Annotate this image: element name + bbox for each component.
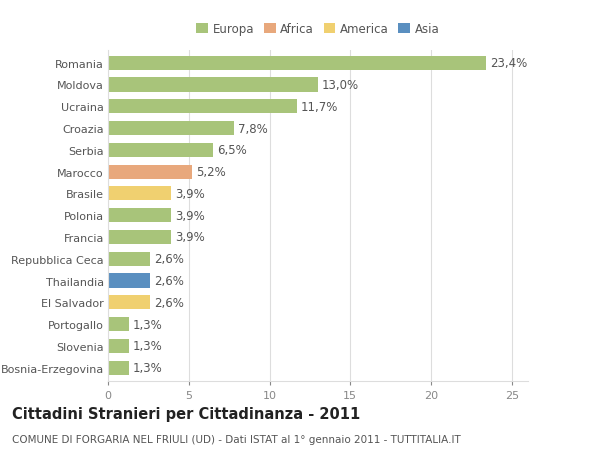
Bar: [108, 143, 213, 157]
Text: 5,2%: 5,2%: [196, 166, 226, 179]
Text: 2,6%: 2,6%: [154, 274, 184, 287]
Text: 2,6%: 2,6%: [154, 296, 184, 309]
Bar: [108, 187, 171, 201]
Text: 23,4%: 23,4%: [490, 57, 527, 70]
Bar: [108, 317, 129, 331]
Text: 1,3%: 1,3%: [133, 361, 163, 375]
Text: Cittadini Stranieri per Cittadinanza - 2011: Cittadini Stranieri per Cittadinanza - 2…: [12, 406, 360, 421]
Bar: [108, 78, 318, 92]
Text: 13,0%: 13,0%: [322, 79, 359, 92]
Bar: [108, 339, 129, 353]
Bar: [108, 361, 129, 375]
Bar: [108, 209, 171, 223]
Bar: [108, 100, 297, 114]
Text: 7,8%: 7,8%: [238, 122, 268, 135]
Bar: [108, 56, 486, 71]
Bar: [108, 230, 171, 245]
Text: COMUNE DI FORGARIA NEL FRIULI (UD) - Dati ISTAT al 1° gennaio 2011 - TUTTITALIA.: COMUNE DI FORGARIA NEL FRIULI (UD) - Dat…: [12, 434, 461, 444]
Text: 6,5%: 6,5%: [217, 144, 247, 157]
Text: 3,9%: 3,9%: [175, 231, 205, 244]
Bar: [108, 296, 150, 310]
Legend: Europa, Africa, America, Asia: Europa, Africa, America, Asia: [194, 20, 442, 38]
Text: 1,3%: 1,3%: [133, 340, 163, 353]
Bar: [108, 165, 192, 179]
Bar: [108, 252, 150, 266]
Text: 1,3%: 1,3%: [133, 318, 163, 331]
Text: 3,9%: 3,9%: [175, 188, 205, 201]
Text: 11,7%: 11,7%: [301, 101, 338, 113]
Bar: [108, 274, 150, 288]
Text: 3,9%: 3,9%: [175, 209, 205, 222]
Text: 2,6%: 2,6%: [154, 253, 184, 266]
Bar: [108, 122, 234, 136]
